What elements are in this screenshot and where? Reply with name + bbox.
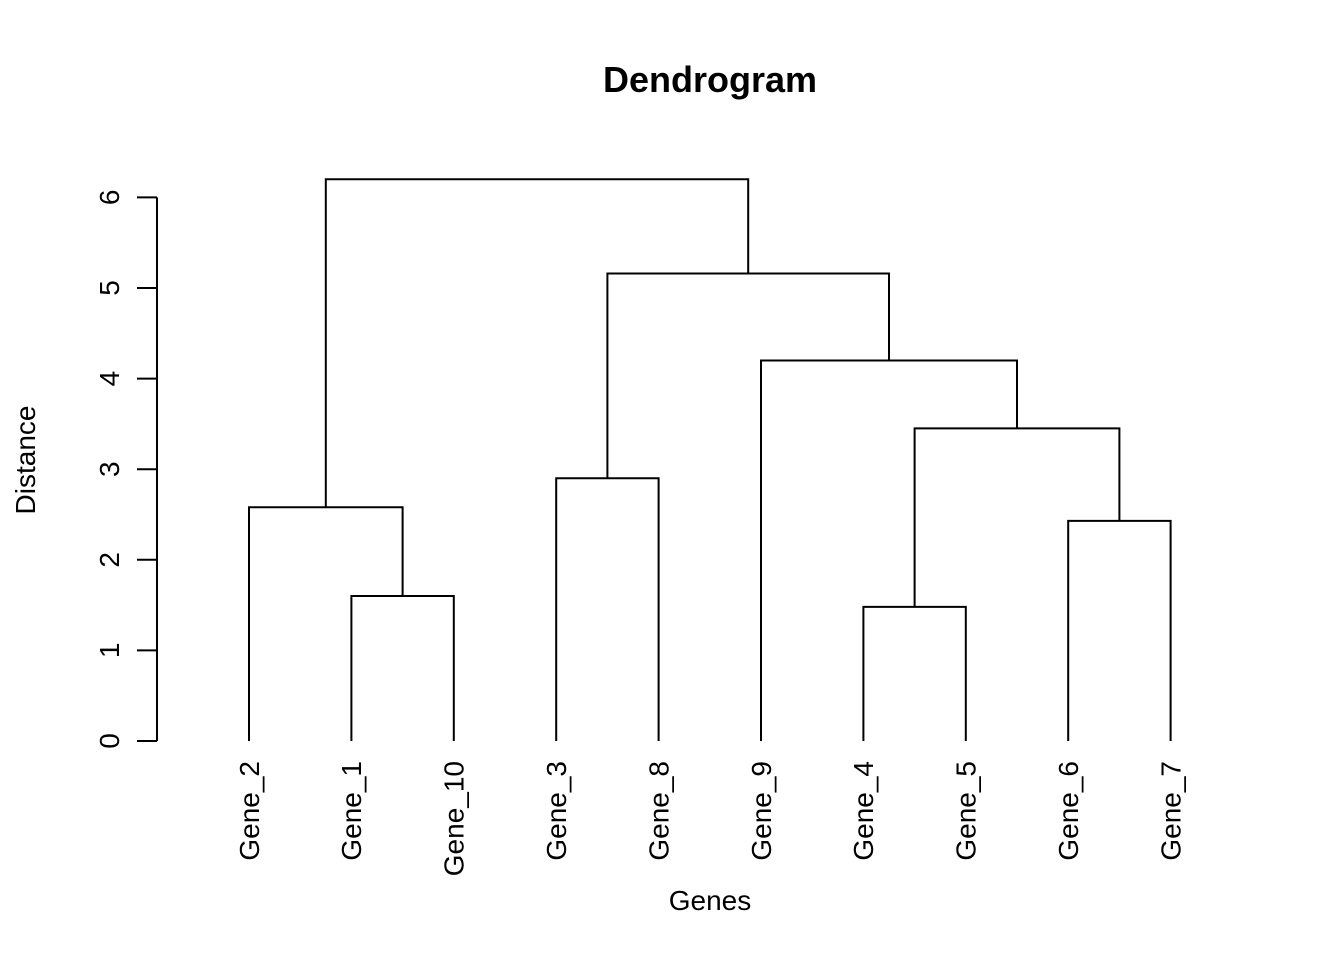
- y-tick-label: 0: [94, 733, 125, 749]
- chart-title: Dendrogram: [603, 59, 817, 100]
- leaf-label: Gene_3: [541, 761, 572, 861]
- y-tick-label: 3: [94, 461, 125, 477]
- y-tick-label: 4: [94, 371, 125, 387]
- leaf-label: Gene_1: [336, 761, 367, 861]
- leaf-label: Gene_4: [848, 761, 879, 861]
- leaf-labels: Gene_2 Gene_1 Gene_10 Gene_3 Gene_8 Gene_9 Gen…: [234, 761, 1187, 876]
- leaf-label: Gene_9: [746, 761, 777, 861]
- dendrogram-branch: [555, 477, 660, 741]
- x-axis-label: Genes: [669, 885, 752, 916]
- dendrogram-branch: [913, 427, 1121, 607]
- y-tick-label: 6: [94, 190, 125, 206]
- dendrogram-branch: [350, 595, 455, 741]
- y-tick-label: 1: [94, 643, 125, 659]
- leaf-label: Gene_6: [1053, 761, 1084, 861]
- dendrogram-branch: [248, 506, 404, 741]
- dendrogram-branch: [1067, 519, 1172, 741]
- leaf-label: Gene_5: [951, 761, 982, 861]
- y-axis: 0 1 2 3 4 5 6: [94, 190, 158, 749]
- dendrogram-branch: [862, 605, 967, 741]
- y-tick-label: 2: [94, 552, 125, 568]
- leaf-label: Gene_7: [1155, 761, 1186, 861]
- dendrogram-branch: [760, 359, 1018, 741]
- leaf-label: Gene_8: [643, 761, 674, 861]
- y-axis-label: Distance: [10, 406, 41, 515]
- dendrogram-branch: [324, 178, 750, 508]
- leaf-label: Gene_10: [439, 761, 470, 876]
- leaf-label: Gene_2: [234, 761, 265, 861]
- dendrogram-branches: [248, 178, 1172, 741]
- y-tick-label: 5: [94, 280, 125, 296]
- dendrogram-branch: [606, 272, 890, 479]
